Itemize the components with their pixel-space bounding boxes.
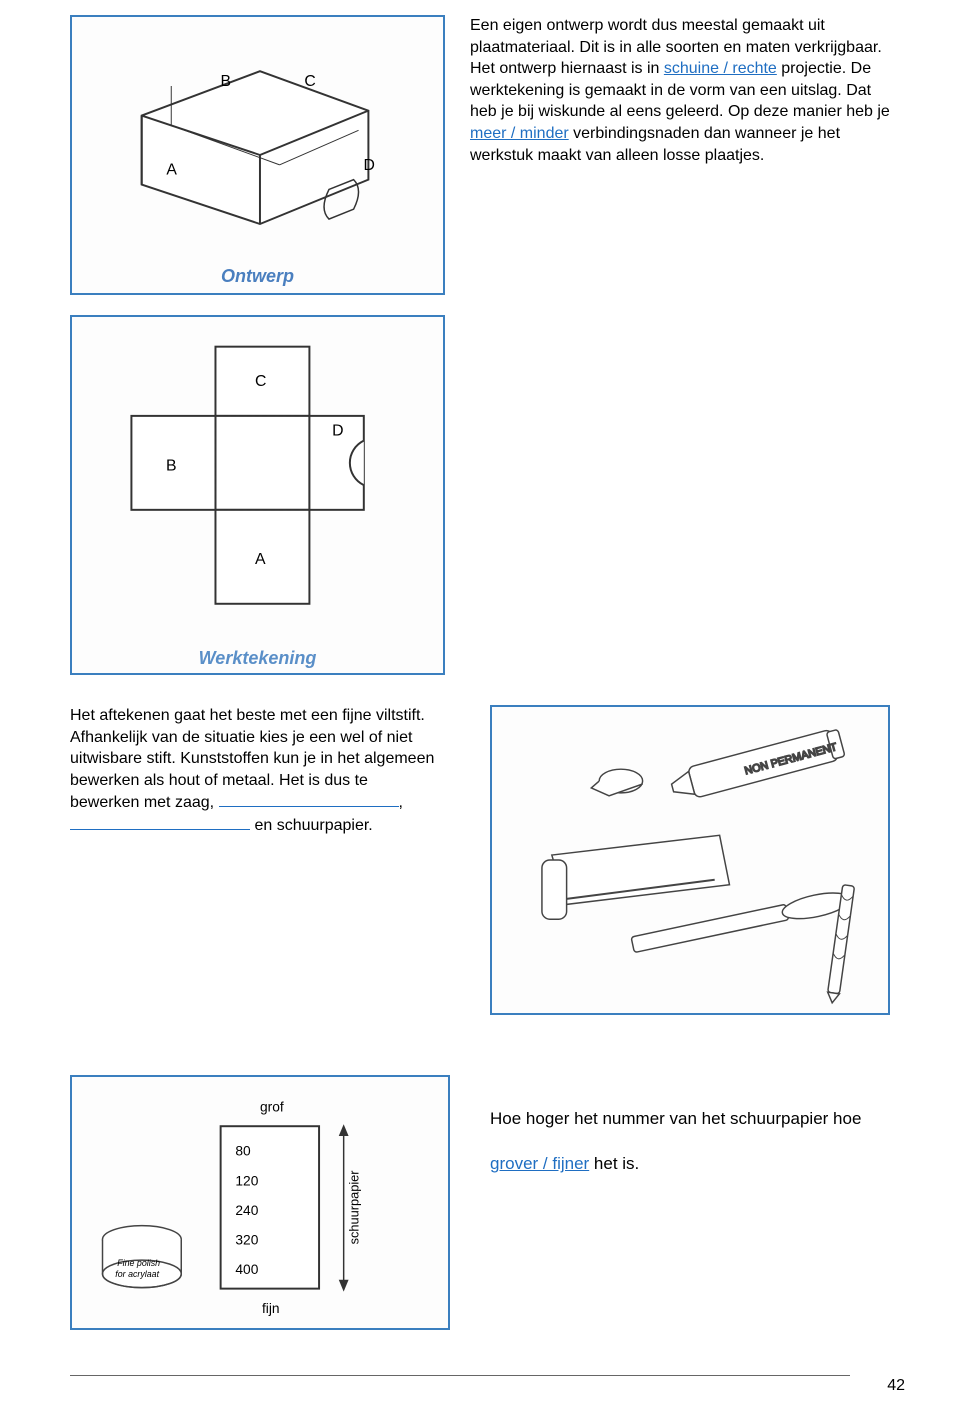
blank-fill-2[interactable] <box>70 814 250 830</box>
caption-werktekening: Werktekening <box>72 648 443 669</box>
text-block-mid: Het aftekenen gaat het beste met een fij… <box>70 705 440 1015</box>
figure-tools: NON PERMANENT <box>490 705 890 1015</box>
tools-drawing: NON PERMANENT <box>492 707 888 1013</box>
polish-label-2: for acrylaat <box>115 1269 159 1279</box>
link-schuine-rechte[interactable]: schuine / rechte <box>664 60 777 77</box>
label-a: A <box>166 162 177 179</box>
text-block-top: Een eigen ontwerp wordt dus meestal gema… <box>470 15 900 295</box>
label-b2: B <box>166 457 177 474</box>
page-number: 42 <box>887 1377 905 1395</box>
schuur-drawing: Fine polish for acrylaat grof fijn 80 12… <box>72 1077 448 1328</box>
page: A B C D Ontwerp Een eigen ontwerp wordt … <box>0 0 960 1410</box>
label-fijn: fijn <box>262 1301 280 1316</box>
label-d: D <box>363 157 374 174</box>
blank-fill-1[interactable] <box>219 791 399 807</box>
schuur-val-4: 400 <box>235 1262 258 1277</box>
section-mid: Het aftekenen gaat het beste met een fij… <box>70 705 900 1015</box>
label-c: C <box>304 73 315 90</box>
label-d2: D <box>332 423 343 440</box>
label-a2: A <box>255 551 266 568</box>
figure-schuurpapier: Fine polish for acrylaat grof fijn 80 12… <box>70 1075 450 1330</box>
figure-werktekening: C B A D Werktekening <box>70 315 445 675</box>
ontwerp-drawing: A B C D <box>72 17 443 293</box>
label-schuurpapier: schuurpapier <box>346 1170 361 1245</box>
mid-comma: , <box>399 794 403 811</box>
section-top: A B C D Ontwerp Een eigen ontwerp wordt … <box>70 15 900 295</box>
link-grover-fijner[interactable]: grover / fijner <box>490 1154 589 1173</box>
mid-text-2: en schuurpapier. <box>250 817 373 834</box>
section-bottom: Fine polish for acrylaat grof fijn 80 12… <box>70 1075 900 1330</box>
caption-ontwerp: Ontwerp <box>72 266 443 287</box>
schuur-val-1: 120 <box>235 1173 258 1188</box>
label-b: B <box>221 73 232 90</box>
link-meer-minder[interactable]: meer / minder <box>470 125 569 142</box>
footer-rule <box>70 1375 850 1376</box>
figure-ontwerp: A B C D Ontwerp <box>70 15 445 295</box>
text-block-bottom: Hoe hoger het nummer van het schuurpapie… <box>490 1075 900 1330</box>
bot-text-1: Hoe hoger het nummer van het schuurpapie… <box>490 1105 900 1132</box>
schuur-val-3: 320 <box>235 1232 258 1247</box>
schuur-val-2: 240 <box>235 1203 258 1218</box>
schuur-val-0: 80 <box>235 1144 251 1159</box>
label-grof: grof <box>260 1099 284 1114</box>
label-c2: C <box>255 373 266 390</box>
polish-label-1: Fine polish <box>117 1258 160 1268</box>
bot-text-2: het is. <box>589 1154 639 1173</box>
werktekening-drawing: C B A D <box>72 317 443 673</box>
